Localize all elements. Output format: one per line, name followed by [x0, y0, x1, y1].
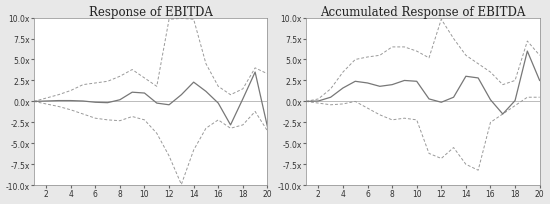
Title: Response of EBITDA: Response of EBITDA [89, 6, 212, 19]
Title: Accumulated Response of EBITDA: Accumulated Response of EBITDA [320, 6, 526, 19]
